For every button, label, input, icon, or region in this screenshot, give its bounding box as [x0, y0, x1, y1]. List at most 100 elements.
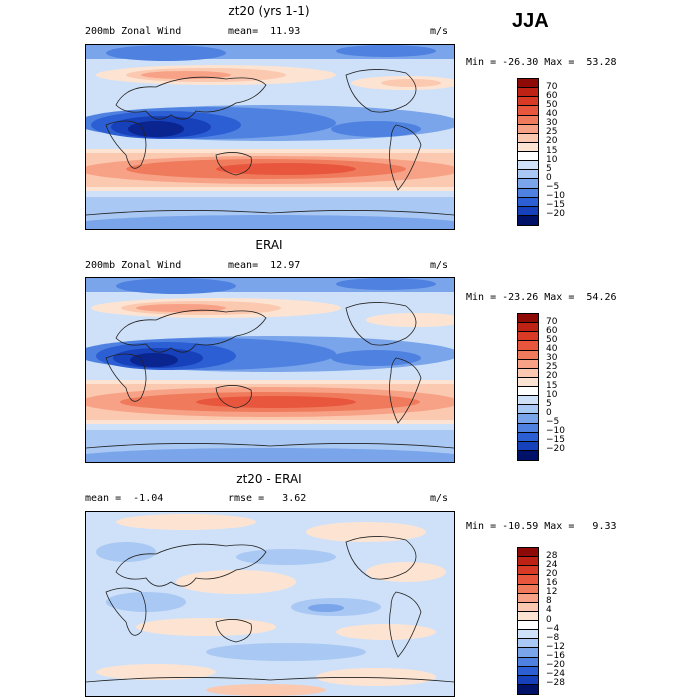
- colorbar-swatch: [518, 593, 538, 603]
- colorbar-label: −5: [546, 417, 560, 427]
- colorbar-swatch: [518, 432, 538, 442]
- colorbar-label: −20: [546, 209, 565, 220]
- colorbar-label: 50: [546, 334, 558, 345]
- colorbar-swatch: [518, 124, 538, 134]
- colorbar-swatch: [518, 79, 538, 89]
- colorbar-label: 10: [546, 154, 558, 165]
- colorbar-swatch: [518, 188, 538, 198]
- colorbar-label: 24: [546, 559, 558, 570]
- colorbar-swatch: [518, 450, 538, 460]
- colorbar-label: 15: [546, 145, 558, 156]
- colorbar-label: 40: [546, 344, 558, 354]
- colorbar-swatch: [518, 206, 538, 216]
- panel-2-mean: mean= 12.97: [228, 260, 301, 271]
- colorbar-label: −4: [546, 623, 560, 634]
- colorbar-swatch: [518, 657, 538, 667]
- colorbar-label: −10: [546, 191, 565, 202]
- colorbar-label: 70: [546, 81, 558, 92]
- panel-2-minmax: Min = -23.26 Max = 54.26: [466, 292, 617, 303]
- colorbar-label: 5: [546, 163, 552, 174]
- colorbar-label: −15: [546, 200, 565, 211]
- colorbar-swatch: [518, 557, 538, 567]
- colorbar-label: 20: [546, 136, 558, 147]
- panel-1-minmax: Min = -26.30 Max = 53.28: [466, 57, 617, 68]
- colorbar-swatch: [518, 548, 538, 558]
- panel-2-units: m/s: [430, 260, 449, 271]
- panel-3-map: [85, 511, 455, 697]
- colorbar-label: 60: [546, 90, 558, 101]
- colorbar-label: 12: [546, 587, 558, 598]
- colorbar-label: 30: [546, 353, 558, 364]
- colorbar-label: 30: [546, 118, 558, 129]
- colorbar-swatch: [518, 323, 538, 333]
- colorbar-swatch: [518, 170, 538, 180]
- colorbar-label: 8: [546, 596, 552, 607]
- panel-1-map: [85, 44, 455, 230]
- panel-2-map: [85, 277, 455, 463]
- colorbar-label: −12: [546, 641, 565, 652]
- colorbar-label: 5: [546, 398, 552, 409]
- colorbar-swatch: [518, 341, 538, 351]
- colorbar-swatch: [518, 106, 538, 116]
- colorbar-swatch: [518, 602, 538, 612]
- colorbar-label: −24: [546, 669, 565, 680]
- colorbar-swatch: [518, 142, 538, 152]
- colorbar-swatch: [518, 161, 538, 171]
- panel-3-rmse: rmse = 3.62: [228, 493, 307, 504]
- colorbar-swatch: [518, 611, 538, 621]
- colorbar-label: 0: [546, 172, 552, 183]
- colorbar-label: −20: [546, 660, 565, 671]
- panel-1-colorbar: [517, 78, 539, 226]
- panel-2-colorbar: [517, 313, 539, 461]
- colorbar-swatch: [518, 88, 538, 98]
- colorbar-swatch: [518, 630, 538, 640]
- colorbar-swatch: [518, 387, 538, 397]
- colorbar-swatch: [518, 639, 538, 649]
- colorbar-swatch: [518, 423, 538, 433]
- colorbar-label: 15: [546, 380, 558, 391]
- colorbar-label: 16: [546, 578, 558, 588]
- panel-3-colorbar: [517, 547, 539, 695]
- colorbar-swatch: [518, 575, 538, 585]
- colorbar-label: 20: [546, 568, 558, 579]
- colorbar-swatch: [518, 215, 538, 225]
- colorbar-swatch: [518, 621, 538, 631]
- colorbar-label: −15: [546, 435, 565, 446]
- colorbar-swatch: [518, 350, 538, 360]
- colorbar-label: 50: [546, 99, 558, 110]
- panel-2-variable: 200mb Zonal Wind: [85, 260, 182, 271]
- colorbar-label: −16: [546, 651, 565, 661]
- panel-3-units: m/s: [430, 493, 449, 504]
- colorbar-label: 4: [546, 605, 552, 616]
- colorbar-swatch: [518, 396, 538, 406]
- colorbar-swatch: [518, 332, 538, 342]
- colorbar-label: 0: [546, 614, 552, 625]
- colorbar-label: −28: [546, 678, 565, 689]
- panel-1-units: m/s: [430, 26, 449, 37]
- colorbar-label: 0: [546, 407, 552, 418]
- colorbar-label: 28: [546, 550, 558, 561]
- colorbar-swatch: [518, 566, 538, 576]
- colorbar-swatch: [518, 405, 538, 415]
- colorbar-label: −5: [546, 182, 560, 192]
- colorbar-swatch: [518, 584, 538, 594]
- colorbar-label: 40: [546, 109, 558, 119]
- colorbar-swatch: [518, 97, 538, 107]
- colorbar-label: 20: [546, 371, 558, 382]
- colorbar-label: −20: [546, 444, 565, 455]
- colorbar-swatch: [518, 666, 538, 676]
- colorbar-label: 10: [546, 389, 558, 400]
- colorbar-label: −8: [546, 632, 560, 643]
- colorbar-swatch: [518, 368, 538, 378]
- colorbar-label: 60: [546, 325, 558, 336]
- colorbar-swatch: [518, 314, 538, 324]
- colorbar-label: 25: [546, 362, 558, 373]
- panel-1-title: zt20 (yrs 1-1): [228, 4, 310, 18]
- colorbar-label: 70: [546, 316, 558, 327]
- colorbar-swatch: [518, 179, 538, 189]
- panel-1-variable: 200mb Zonal Wind: [85, 26, 182, 37]
- season-title: JJA: [512, 10, 549, 32]
- panel-3-minmax: Min = -10.59 Max = 9.33: [466, 521, 617, 532]
- panel-1-mean: mean= 11.93: [228, 26, 301, 37]
- panel-3-title: zt20 - ERAI: [236, 472, 302, 486]
